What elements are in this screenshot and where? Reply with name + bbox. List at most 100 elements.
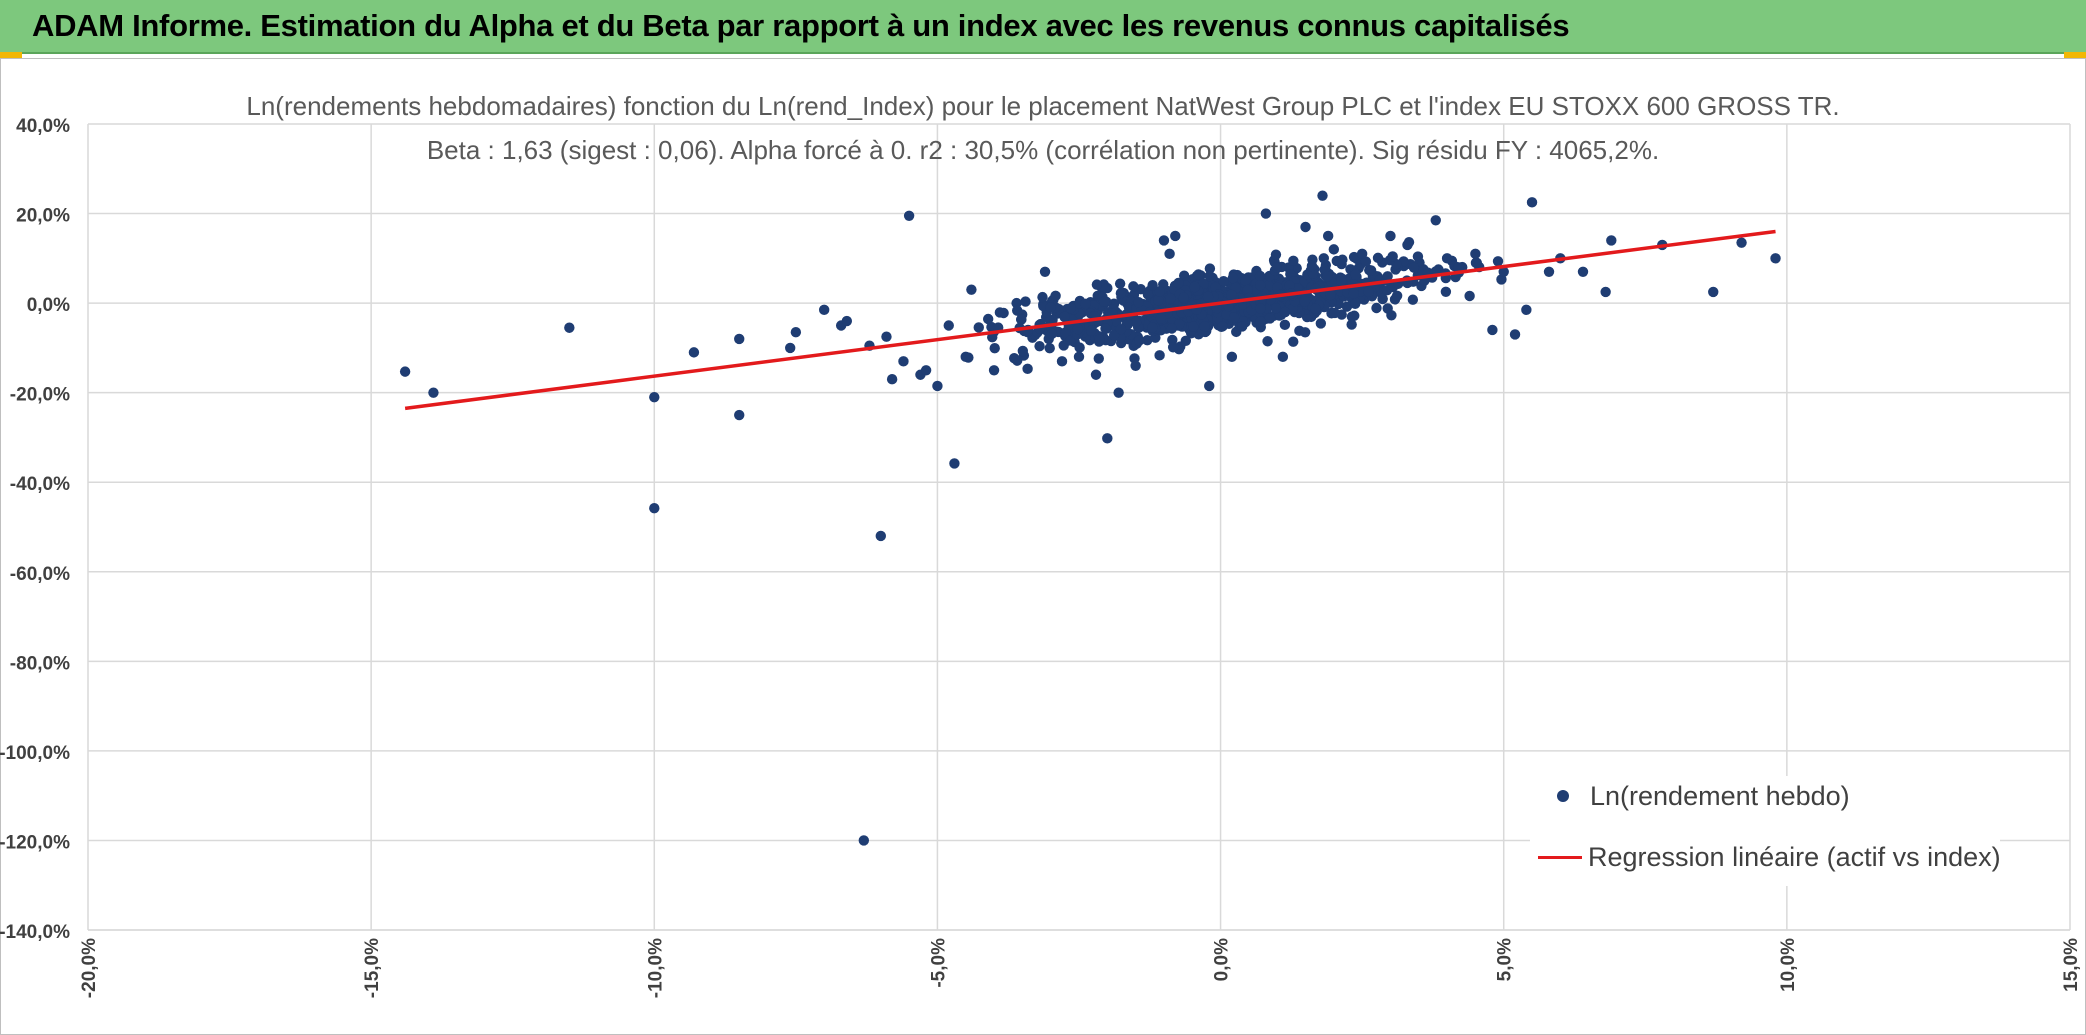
legend-item-regression: Regression linéaire (actif vs index) [1530,837,2001,877]
cluster-data-point [1017,345,1029,357]
x-tick-label: 5,0% [1495,938,1516,981]
data-point [1056,356,1068,367]
y-tick-label: -100,0% [0,743,70,764]
cluster-data-point [1166,323,1178,334]
data-point [1164,248,1175,260]
cluster-data-point [1386,310,1397,321]
data-point [960,351,971,363]
cluster-data-point [1284,280,1295,291]
report-title: ADAM Informe. Estimation du Alpha et du … [32,8,1570,43]
cluster-data-point [1020,296,1031,307]
chart-subtitle: Beta : 1,63 (sigest : 0,06). Alpha forcé… [427,135,1659,165]
cluster-data-point [1034,340,1045,352]
data-point [1317,190,1328,201]
cluster-data-point [1147,322,1158,333]
cluster-data-point [1072,323,1084,335]
cluster-data-point [1091,279,1103,290]
data-point [943,320,954,331]
data-point [1113,387,1124,398]
data-point [1045,302,1056,313]
corner-marker-left [0,52,22,62]
cluster-data-point [1065,303,1077,314]
cluster-data-point [1325,289,1336,301]
cluster-data-point [1012,305,1023,316]
cluster-data-point [1099,282,1110,294]
cluster-data-point [1464,290,1475,302]
cluster-data-point [1262,336,1273,347]
data-points [399,190,1781,846]
cluster-data-point [1440,286,1452,297]
cluster-data-point [1337,254,1348,265]
data-point [875,530,886,542]
regression-line-group [404,229,1776,411]
cluster-data-point [1193,269,1204,280]
cluster-data-point [998,307,1009,319]
data-point [898,356,909,367]
cluster-data-point [1199,321,1211,332]
cluster-data-point [1134,335,1145,346]
data-point [903,210,915,221]
corner-marker-right [2064,52,2086,62]
cluster-data-point [1279,319,1291,331]
cluster-data-point [1227,272,1239,284]
data-point [1158,235,1170,246]
data-point [1441,253,1453,264]
data-point [1606,235,1617,246]
y-tick-label: 0,0% [27,295,70,316]
y-tick-label: -120,0% [0,832,70,853]
cluster-data-point [1202,291,1214,302]
cluster-data-point [1349,310,1360,321]
data-point [1090,369,1102,380]
data-point [1102,433,1113,444]
cluster-data-point [1050,290,1061,302]
cluster-data-point [1189,281,1200,293]
cluster-data-point [1322,271,1333,282]
y-tick-label: 20,0% [16,206,70,227]
cluster-data-point [1350,269,1361,281]
data-point [858,835,870,846]
cluster-data-point [1094,334,1105,345]
data-point [1498,266,1509,277]
cluster-data-point [1218,275,1229,287]
x-tick-label: -20,0% [79,938,100,998]
cluster-data-point [1348,288,1360,299]
x-tick-label: -15,0% [362,938,383,998]
x-tick-label: 10,0% [1778,938,1799,992]
data-point [1170,230,1181,242]
data-point [399,366,411,377]
data-point [988,365,1000,376]
data-point [886,374,898,385]
cluster-data-point [1080,298,1091,310]
data-point [1073,351,1085,363]
data-point [1039,266,1051,277]
data-point [1260,208,1272,219]
cluster-data-point [1108,329,1120,341]
cluster-data-point [1133,296,1144,308]
cluster-data-point [1242,284,1254,296]
cluster-data-point [1204,270,1215,282]
tick-labels: 40,0% 20,0% 0,0% -20,0% -40,0% -60,0% -80,0% -1… [0,116,2082,998]
legend-label-scatter: Ln(rendement hebdo) [1590,780,1850,811]
cluster-data-point [1391,290,1403,301]
cluster-data-point [1279,306,1291,318]
cluster-data-point [1037,291,1048,303]
cluster-data-point [1270,249,1282,260]
legend-item-scatter: Ln(rendement hebdo) [1530,776,1850,816]
cluster-data-point [1382,271,1393,282]
cluster-data-point [1254,270,1266,282]
data-point [649,502,660,514]
y-tick-label: -40,0% [10,474,70,495]
legend-dot-icon [1557,790,1569,802]
data-point [1147,280,1158,291]
data-point [1130,360,1141,371]
data-point [1543,266,1555,277]
data-point [1509,329,1521,340]
cluster-data-point [1114,278,1126,289]
cluster-data-point [1240,275,1251,286]
cluster-data-point [1348,251,1360,263]
cluster-data-point [1152,295,1164,306]
cluster-data-point [1371,302,1382,314]
x-tick-label: 0,0% [1212,938,1233,981]
data-point [1255,280,1266,291]
cluster-data-point [1271,262,1282,273]
